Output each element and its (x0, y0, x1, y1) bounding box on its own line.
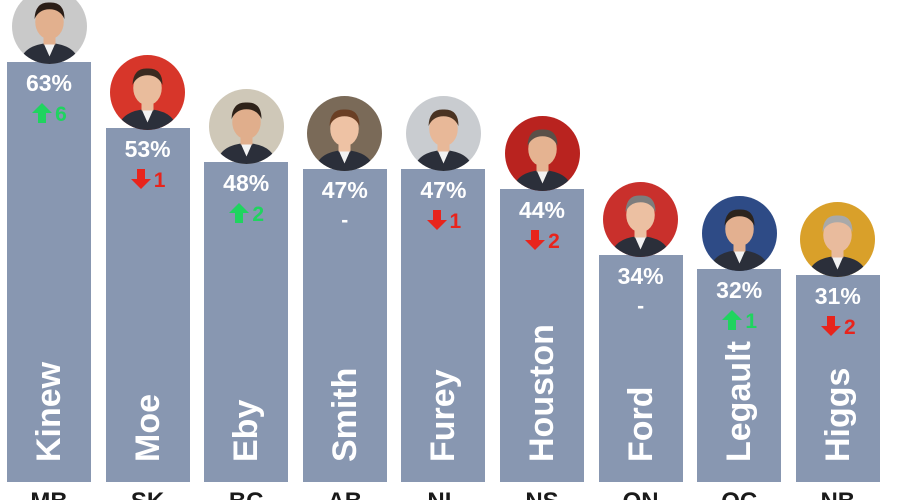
province-label: NS (500, 488, 584, 500)
premier-photo-nl (405, 95, 481, 171)
province-label: NB (796, 488, 880, 500)
change-value: 1 (449, 209, 462, 233)
premier-name: Kinew (30, 361, 68, 462)
premier-photo-on (603, 182, 679, 258)
premier-name: Furey (424, 369, 463, 462)
change-value: 2 (252, 202, 265, 226)
premier-photo-ns (504, 115, 580, 191)
value-label: 31% (814, 283, 861, 310)
change-indicator: 1 (697, 309, 781, 334)
bar-bc (204, 161, 289, 482)
bar-nb (795, 275, 880, 482)
bar-sk (105, 128, 190, 482)
premier-photo-ab (307, 95, 383, 171)
premier-name: Eby (227, 399, 266, 462)
premier-photo-bc (208, 88, 284, 164)
premier-name: Legault (720, 341, 759, 462)
change-value: 2 (843, 316, 856, 340)
premier-name: Smith (325, 367, 364, 462)
bar-mb (7, 61, 91, 482)
province-label: AB (303, 488, 387, 500)
change-indicator: - (637, 295, 645, 319)
arrow-down-icon (130, 169, 151, 190)
bar-qc (697, 268, 782, 482)
arrow-up-icon (229, 202, 250, 223)
bar-ns (500, 188, 584, 482)
change-indicator: - (341, 208, 349, 232)
change-indicator: 2 (796, 315, 880, 340)
arrow-up-icon (722, 309, 743, 330)
premier-photo-qc (701, 195, 777, 271)
arrow-down-icon (820, 316, 841, 337)
premier-name: Ford (621, 386, 660, 462)
value-label: 48% (223, 169, 270, 196)
province-label: SK (106, 488, 190, 500)
province-label: QC (697, 488, 781, 500)
change-indicator: 2 (204, 202, 288, 227)
change-value: 2 (548, 229, 560, 253)
change-value: 1 (153, 169, 166, 193)
arrow-down-icon (525, 229, 546, 250)
premier-name: Moe (128, 394, 167, 462)
premier-name: Houston (523, 324, 561, 462)
province-label: BC (204, 488, 288, 500)
value-label: 44% (518, 196, 566, 223)
premier-name: Higgs (818, 367, 857, 462)
province-label: NL (401, 488, 485, 500)
bar-on (598, 255, 683, 482)
change-value: 6 (55, 102, 67, 126)
value-label: 34% (617, 263, 664, 290)
arrow-down-icon (426, 209, 447, 230)
value-label: 47% (321, 176, 368, 203)
bar-ab (302, 168, 387, 482)
premier-photo-sk (110, 55, 186, 131)
premier-photo-mb (11, 0, 87, 64)
value-label: 47% (420, 176, 467, 203)
change-indicator: 1 (106, 168, 190, 193)
arrow-up-icon (32, 102, 53, 123)
value-label: 53% (124, 136, 171, 163)
province-label: ON (599, 488, 683, 500)
change-indicator: 6 (7, 102, 91, 127)
premier-photo-nb (800, 202, 876, 278)
change-value: 1 (745, 309, 758, 333)
value-label: 63% (25, 69, 73, 96)
province-label: MB (7, 488, 91, 500)
value-label: 32% (716, 276, 763, 303)
change-indicator: 1 (401, 209, 485, 234)
change-indicator: 2 (500, 229, 584, 254)
